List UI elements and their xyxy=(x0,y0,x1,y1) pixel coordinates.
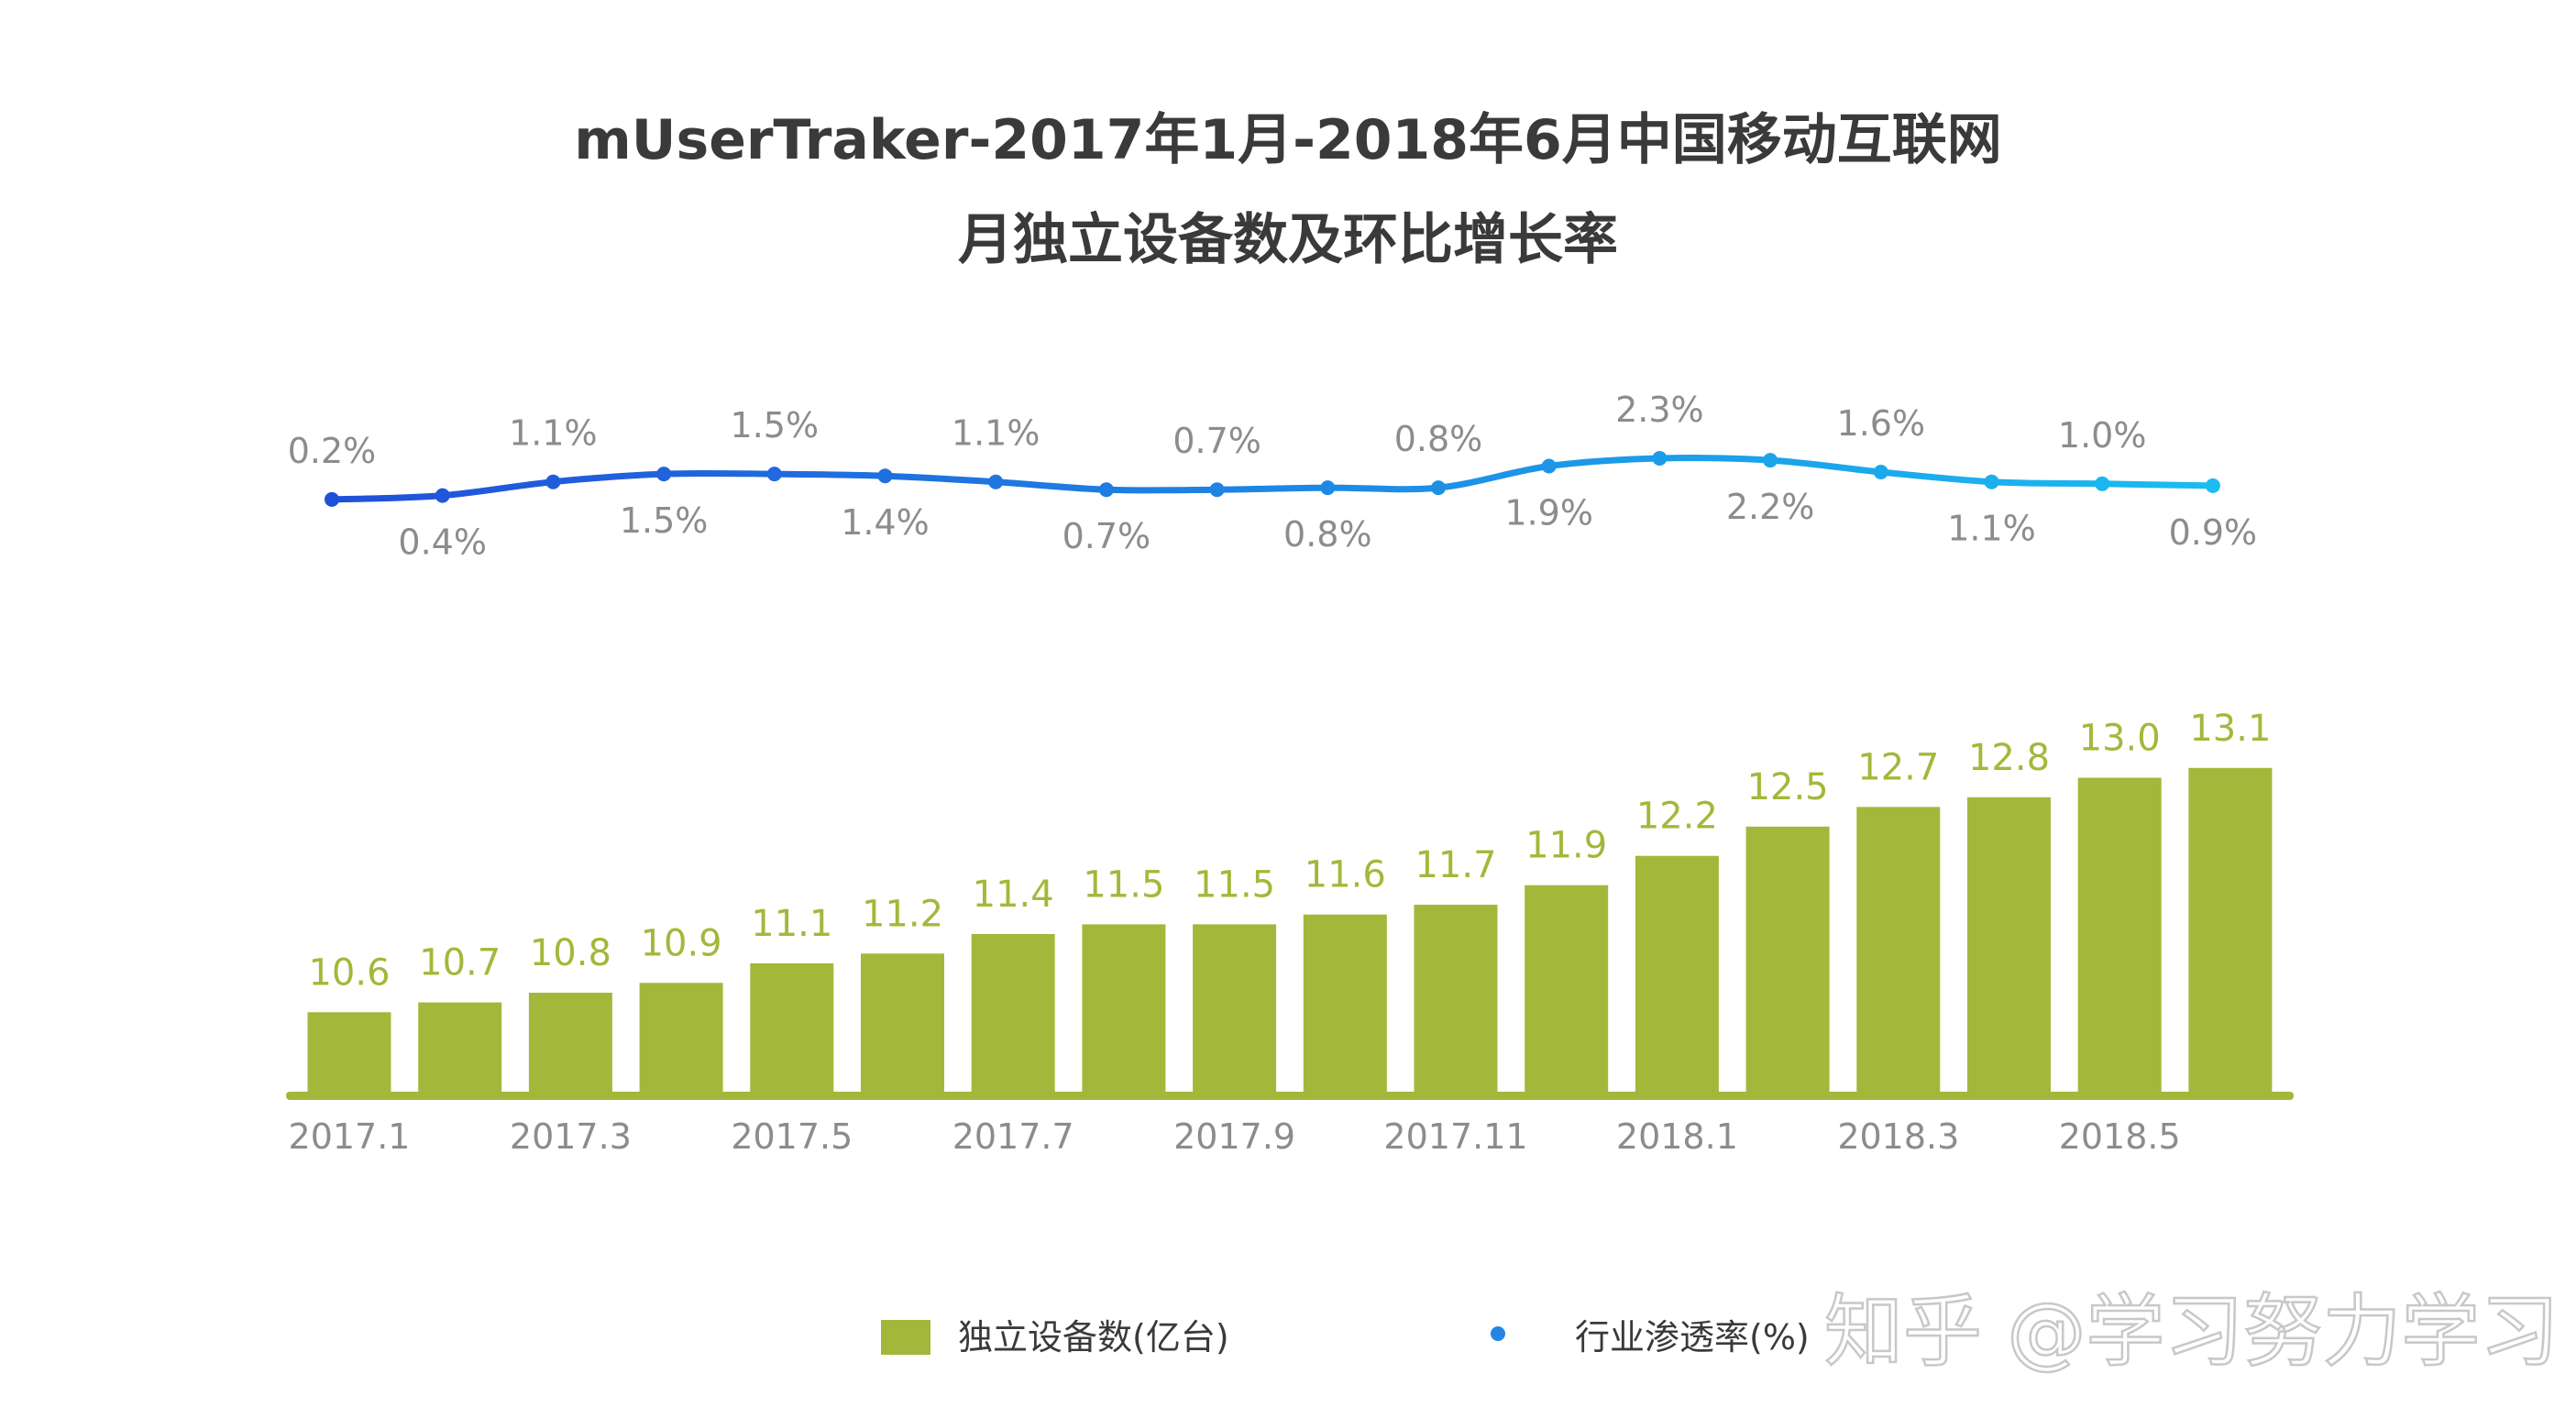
bar-2017.7 xyxy=(971,934,1055,1094)
bar-2017.12 xyxy=(1525,885,1609,1094)
x-tick-2018.5: 2018.5 xyxy=(2059,1116,2181,1157)
x-axis-baseline xyxy=(286,1092,2294,1100)
line-point-2017.7 xyxy=(988,474,1004,489)
legend-bar-label: 独立设备数(亿台) xyxy=(958,1317,1229,1358)
bar-2018.4 xyxy=(1967,797,2051,1094)
line-label-2018.6: 0.9% xyxy=(2169,512,2258,553)
line-label-2017.3: 1.1% xyxy=(509,413,598,454)
bar-2017.3 xyxy=(528,993,612,1094)
bar-series xyxy=(307,767,2273,1094)
line-label-2017.8: 0.7% xyxy=(1062,516,1151,556)
line-data-labels: 0.2% 0.4% 1.1% 1.5% 1.5% 1.4% 1.1% 0.7% 0.7% 0.8%… xyxy=(288,390,2257,563)
line-point-2018.2 xyxy=(1763,453,1778,468)
watermark: 知乎 @学习努力学习 xyxy=(1824,1286,2559,1378)
bar-label-2017.11: 11.7 xyxy=(1415,844,1496,886)
bar-label-2018.1: 12.2 xyxy=(1636,796,1718,838)
legend: 独立设备数(亿台) 行业渗透率(%) xyxy=(881,1317,1810,1358)
bar-label-2017.3: 10.8 xyxy=(530,932,611,974)
bar-2017.5 xyxy=(750,963,834,1094)
x-tick-2018.1: 2018.1 xyxy=(1616,1116,1738,1157)
line-point-2017.10 xyxy=(1320,480,1336,496)
bar-label-2017.12: 11.9 xyxy=(1525,825,1607,867)
x-tick-2017.7: 2017.7 xyxy=(952,1116,1074,1157)
line-point-2017.5 xyxy=(766,467,782,482)
legend-line-marker xyxy=(1491,1326,1505,1341)
x-tick-2018.3: 2018.3 xyxy=(1837,1116,1959,1157)
x-axis-tick-labels: 2017.1 2017.3 2017.5 2017.7 2017.9 2017.11 201… xyxy=(289,1116,2181,1157)
x-tick-2017.3: 2017.3 xyxy=(510,1116,632,1157)
bar-2017.10 xyxy=(1303,914,1387,1094)
line-label-2018.4: 1.1% xyxy=(1947,509,2036,549)
bar-label-2018.5: 13.0 xyxy=(2079,718,2161,760)
bar-2017.9 xyxy=(1193,924,1277,1094)
chart-title-line-2: 月独立设备数及环比增长率 xyxy=(958,208,1618,272)
line-label-2017.11: 0.8% xyxy=(1394,419,1483,459)
line-label-2017.12: 1.9% xyxy=(1504,493,1593,533)
bar-label-2017.5: 11.1 xyxy=(751,903,832,945)
line-label-2017.5: 1.5% xyxy=(731,405,820,445)
line-point-2017.11 xyxy=(1431,480,1446,496)
line-point-2017.9 xyxy=(1209,482,1225,498)
penetration-line xyxy=(328,455,2217,503)
line-label-2017.4: 1.5% xyxy=(620,500,709,541)
line-point-2018.4 xyxy=(1984,474,1999,489)
bar-2017.6 xyxy=(861,953,944,1094)
line-point-2018.3 xyxy=(1873,465,1888,479)
line-point-2017.3 xyxy=(545,474,561,489)
line-point-2017.8 xyxy=(1098,482,1114,498)
bar-label-2017.8: 11.5 xyxy=(1083,863,1164,906)
line-point-2017.1 xyxy=(325,491,339,507)
bar-2017.2 xyxy=(418,1002,502,1094)
x-tick-2017.11: 2017.11 xyxy=(1383,1116,1527,1157)
line-point-2018.5 xyxy=(2095,476,2110,491)
chart-title-line-1: mUserTraker-2017年1月-2018年6月中国移动互联网 xyxy=(574,108,2002,172)
bar-label-2017.4: 10.9 xyxy=(641,922,722,964)
bar-label-2017.10: 11.6 xyxy=(1305,854,1386,896)
bar-label-2018.2: 12.5 xyxy=(1747,766,1829,808)
bar-2018.1 xyxy=(1635,855,1719,1094)
bar-2018.6 xyxy=(2188,767,2273,1094)
bar-label-2017.9: 11.5 xyxy=(1194,863,1275,906)
line-label-2018.5: 1.0% xyxy=(2058,415,2147,456)
line-label-2017.7: 1.1% xyxy=(952,413,1040,454)
line-label-2017.6: 1.4% xyxy=(841,502,930,543)
legend-line-label: 行业渗透率(%) xyxy=(1575,1317,1810,1358)
bar-label-2017.6: 11.2 xyxy=(862,893,943,935)
bar-2017.11 xyxy=(1414,905,1498,1094)
line-point-2017.12 xyxy=(1541,458,1557,474)
bar-label-2018.3: 12.7 xyxy=(1857,746,1939,788)
x-tick-2017.1: 2017.1 xyxy=(289,1116,411,1157)
line-label-2017.9: 0.7% xyxy=(1172,421,1261,461)
bar-label-2017.1: 10.6 xyxy=(308,951,390,994)
x-tick-2017.9: 2017.9 xyxy=(1173,1116,1295,1157)
line-label-2017.10: 0.8% xyxy=(1283,514,1372,555)
bar-label-2017.7: 11.4 xyxy=(973,874,1054,916)
bar-2018.5 xyxy=(2077,777,2162,1094)
legend-bar-swatch xyxy=(881,1320,930,1355)
line-points xyxy=(325,451,2220,507)
line-label-2018.2: 2.2% xyxy=(1726,487,1815,527)
line-label-2018.1: 2.3% xyxy=(1615,390,1704,430)
line-point-2017.6 xyxy=(877,468,893,484)
line-point-2018.6 xyxy=(2205,478,2220,493)
bar-label-2018.4: 12.8 xyxy=(1968,737,2050,779)
bar-2017.4 xyxy=(639,983,723,1094)
bar-2017.8 xyxy=(1082,924,1166,1094)
bar-label-2017.2: 10.7 xyxy=(419,942,501,984)
line-point-2018.1 xyxy=(1652,451,1668,466)
bar-label-2018.6: 13.1 xyxy=(2189,708,2271,750)
bar-2017.1 xyxy=(307,1012,391,1094)
line-point-2017.4 xyxy=(656,467,672,482)
x-tick-2017.5: 2017.5 xyxy=(731,1116,853,1157)
line-label-2017.1: 0.2% xyxy=(288,431,377,471)
bar-data-labels: 10.6 10.7 10.8 10.9 11.1 11.2 11.4 11.5 11.5 11.6… xyxy=(308,708,2271,995)
line-point-2017.2 xyxy=(435,488,450,503)
line-label-2018.3: 1.6% xyxy=(1837,403,1926,444)
bar-2018.2 xyxy=(1745,826,1830,1094)
bar-2018.3 xyxy=(1856,807,1941,1094)
line-label-2017.2: 0.4% xyxy=(398,522,487,563)
